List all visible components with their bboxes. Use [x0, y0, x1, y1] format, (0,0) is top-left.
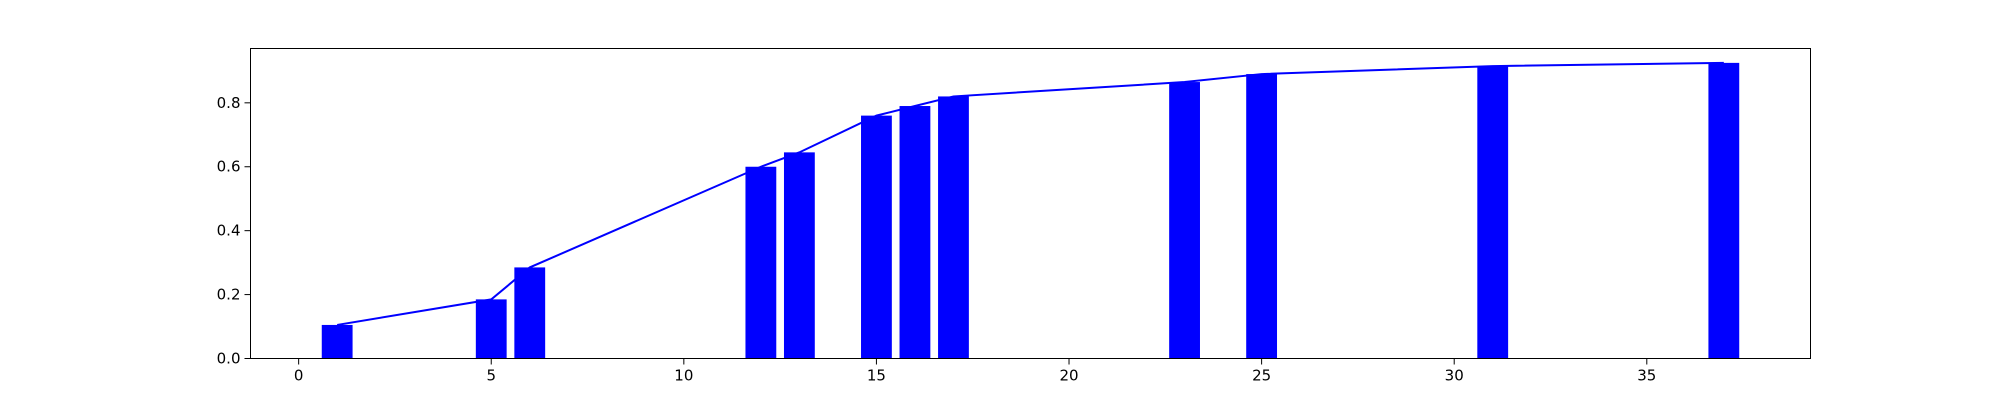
x-tick-label-5: 25 — [1252, 367, 1271, 385]
axes-frame — [250, 48, 1811, 359]
bar-8 — [1169, 82, 1200, 359]
bar-10 — [1477, 66, 1509, 359]
y-tick-label-3: 0.6 — [217, 158, 241, 176]
x-tick-label-4: 20 — [1059, 367, 1078, 385]
x-tick-label-1: 5 — [486, 367, 496, 385]
x-tick-label-3: 15 — [867, 367, 886, 385]
bar-9 — [1246, 74, 1278, 359]
x-axis: 0 5 10 15 20 25 30 35 — [294, 358, 1656, 385]
bar-6 — [899, 106, 931, 359]
x-tick-label-0: 0 — [294, 367, 304, 385]
bars-layer — [321, 62, 1740, 359]
series-line — [337, 61, 1724, 326]
bar-1 — [475, 299, 507, 359]
bar-2 — [514, 267, 546, 359]
line-layer — [337, 61, 1724, 326]
y-axis: 0.0 0.2 0.4 0.6 0.8 — [217, 94, 251, 368]
bar-5 — [861, 115, 892, 359]
x-tick-label-2: 10 — [674, 367, 693, 385]
y-tick-label-2: 0.4 — [217, 222, 241, 240]
bar-0 — [321, 324, 353, 359]
y-tick-label-4: 0.8 — [217, 94, 241, 112]
bar-7 — [938, 96, 969, 359]
bar-4 — [783, 152, 815, 359]
y-tick-label-1: 0.2 — [217, 286, 241, 304]
y-tick-label-0: 0.0 — [217, 350, 241, 368]
x-tick-label-7: 35 — [1637, 367, 1656, 385]
x-tick-label-6: 30 — [1445, 367, 1464, 385]
bar-3 — [745, 166, 777, 359]
bar-11 — [1708, 62, 1740, 359]
